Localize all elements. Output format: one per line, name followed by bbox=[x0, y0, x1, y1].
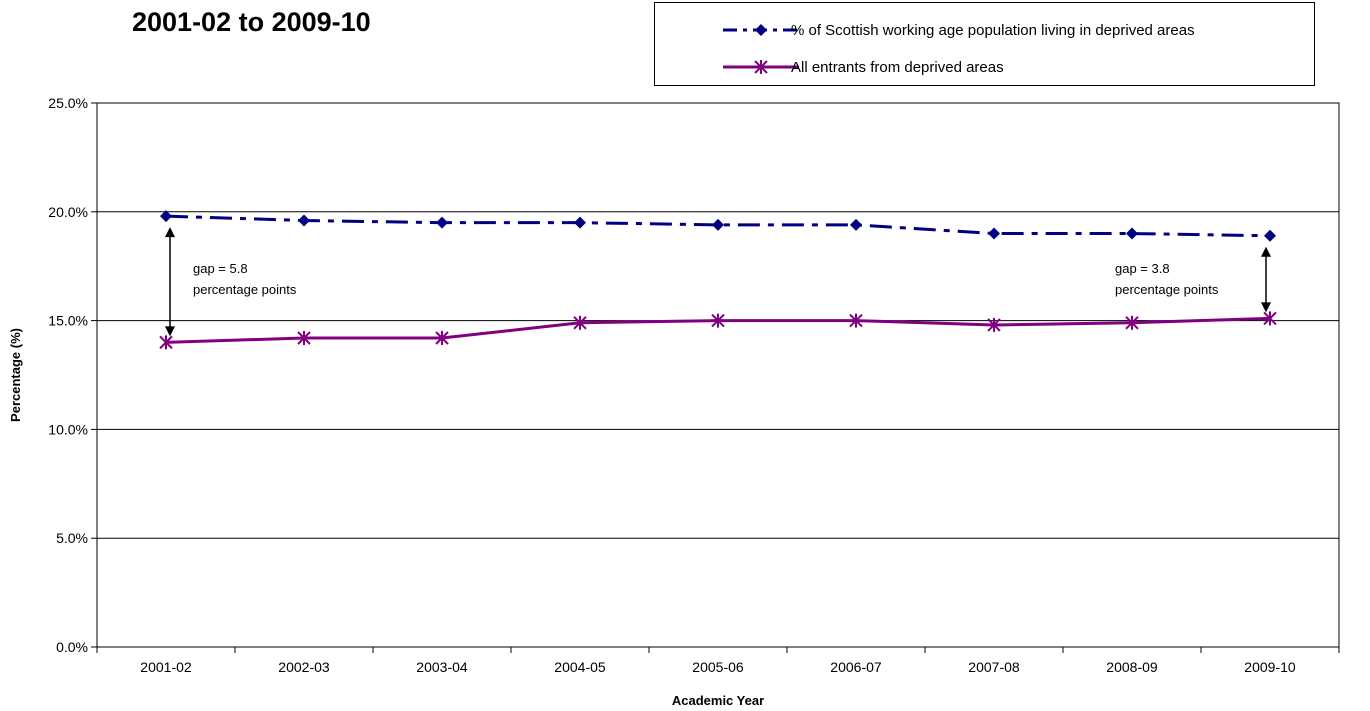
data-point bbox=[712, 218, 724, 231]
gap-annotation-text: gap = 5.8 bbox=[193, 261, 248, 276]
data-point bbox=[160, 210, 172, 223]
x-axis-title: Academic Year bbox=[672, 693, 764, 708]
data-point bbox=[849, 313, 863, 328]
series-line-0 bbox=[165, 214, 1271, 238]
chart-legend: % of Scottish working age population liv… bbox=[654, 2, 1315, 86]
data-point bbox=[988, 227, 1000, 240]
y-tick-label: 5.0% bbox=[56, 530, 88, 546]
data-point bbox=[987, 317, 1001, 332]
legend-label-entrants: All entrants from deprived areas bbox=[791, 58, 1004, 76]
x-tick-label: 2009-10 bbox=[1244, 659, 1296, 675]
legend-swatch-population bbox=[723, 24, 799, 36]
data-point bbox=[1264, 229, 1276, 242]
data-point bbox=[435, 331, 449, 346]
gap-arrow-head bbox=[1261, 302, 1271, 313]
gap-arrow-head bbox=[165, 227, 175, 238]
y-tick-label: 25.0% bbox=[48, 95, 88, 111]
chart-title-line-2: 2001-02 to 2009-10 bbox=[132, 7, 371, 37]
plot-area bbox=[96, 102, 1340, 648]
x-tick-label: 2003-04 bbox=[416, 659, 468, 675]
data-point bbox=[298, 214, 310, 227]
y-tick-label: 10.0% bbox=[48, 421, 88, 437]
data-point bbox=[573, 315, 587, 330]
data-point bbox=[711, 313, 725, 328]
y-tick-label: 20.0% bbox=[48, 204, 88, 220]
legend-swatch-entrants bbox=[723, 60, 799, 74]
x-tick-label: 2007-08 bbox=[968, 659, 1020, 675]
gap-annotation-text: percentage points bbox=[193, 282, 297, 297]
data-point bbox=[1126, 227, 1138, 240]
y-axis-title: Percentage (%) bbox=[8, 328, 23, 422]
gap-arrow-head bbox=[165, 326, 175, 337]
x-tick-label: 2001-02 bbox=[140, 659, 192, 675]
x-tick-label: 2005-06 bbox=[692, 659, 744, 675]
x-tick-label: 2006-07 bbox=[830, 659, 882, 675]
data-point bbox=[1125, 315, 1139, 330]
x-tick-label: 2008-09 bbox=[1106, 659, 1158, 675]
data-point bbox=[1263, 311, 1277, 326]
gap-arrow-head bbox=[1261, 246, 1271, 257]
y-tick-label: 15.0% bbox=[48, 313, 88, 329]
x-tick-label: 2002-03 bbox=[278, 659, 330, 675]
data-point bbox=[159, 335, 173, 350]
gap-annotation-text: gap = 3.8 bbox=[1115, 261, 1170, 276]
x-tick-label: 2004-05 bbox=[554, 659, 606, 675]
data-point bbox=[297, 331, 311, 346]
y-tick-label: 0.0% bbox=[56, 639, 88, 655]
data-point bbox=[850, 218, 862, 231]
gap-annotation-text: percentage points bbox=[1115, 282, 1219, 297]
legend-label-population: % of Scottish working age population liv… bbox=[791, 21, 1195, 39]
data-point bbox=[574, 216, 586, 229]
data-point bbox=[436, 216, 448, 229]
